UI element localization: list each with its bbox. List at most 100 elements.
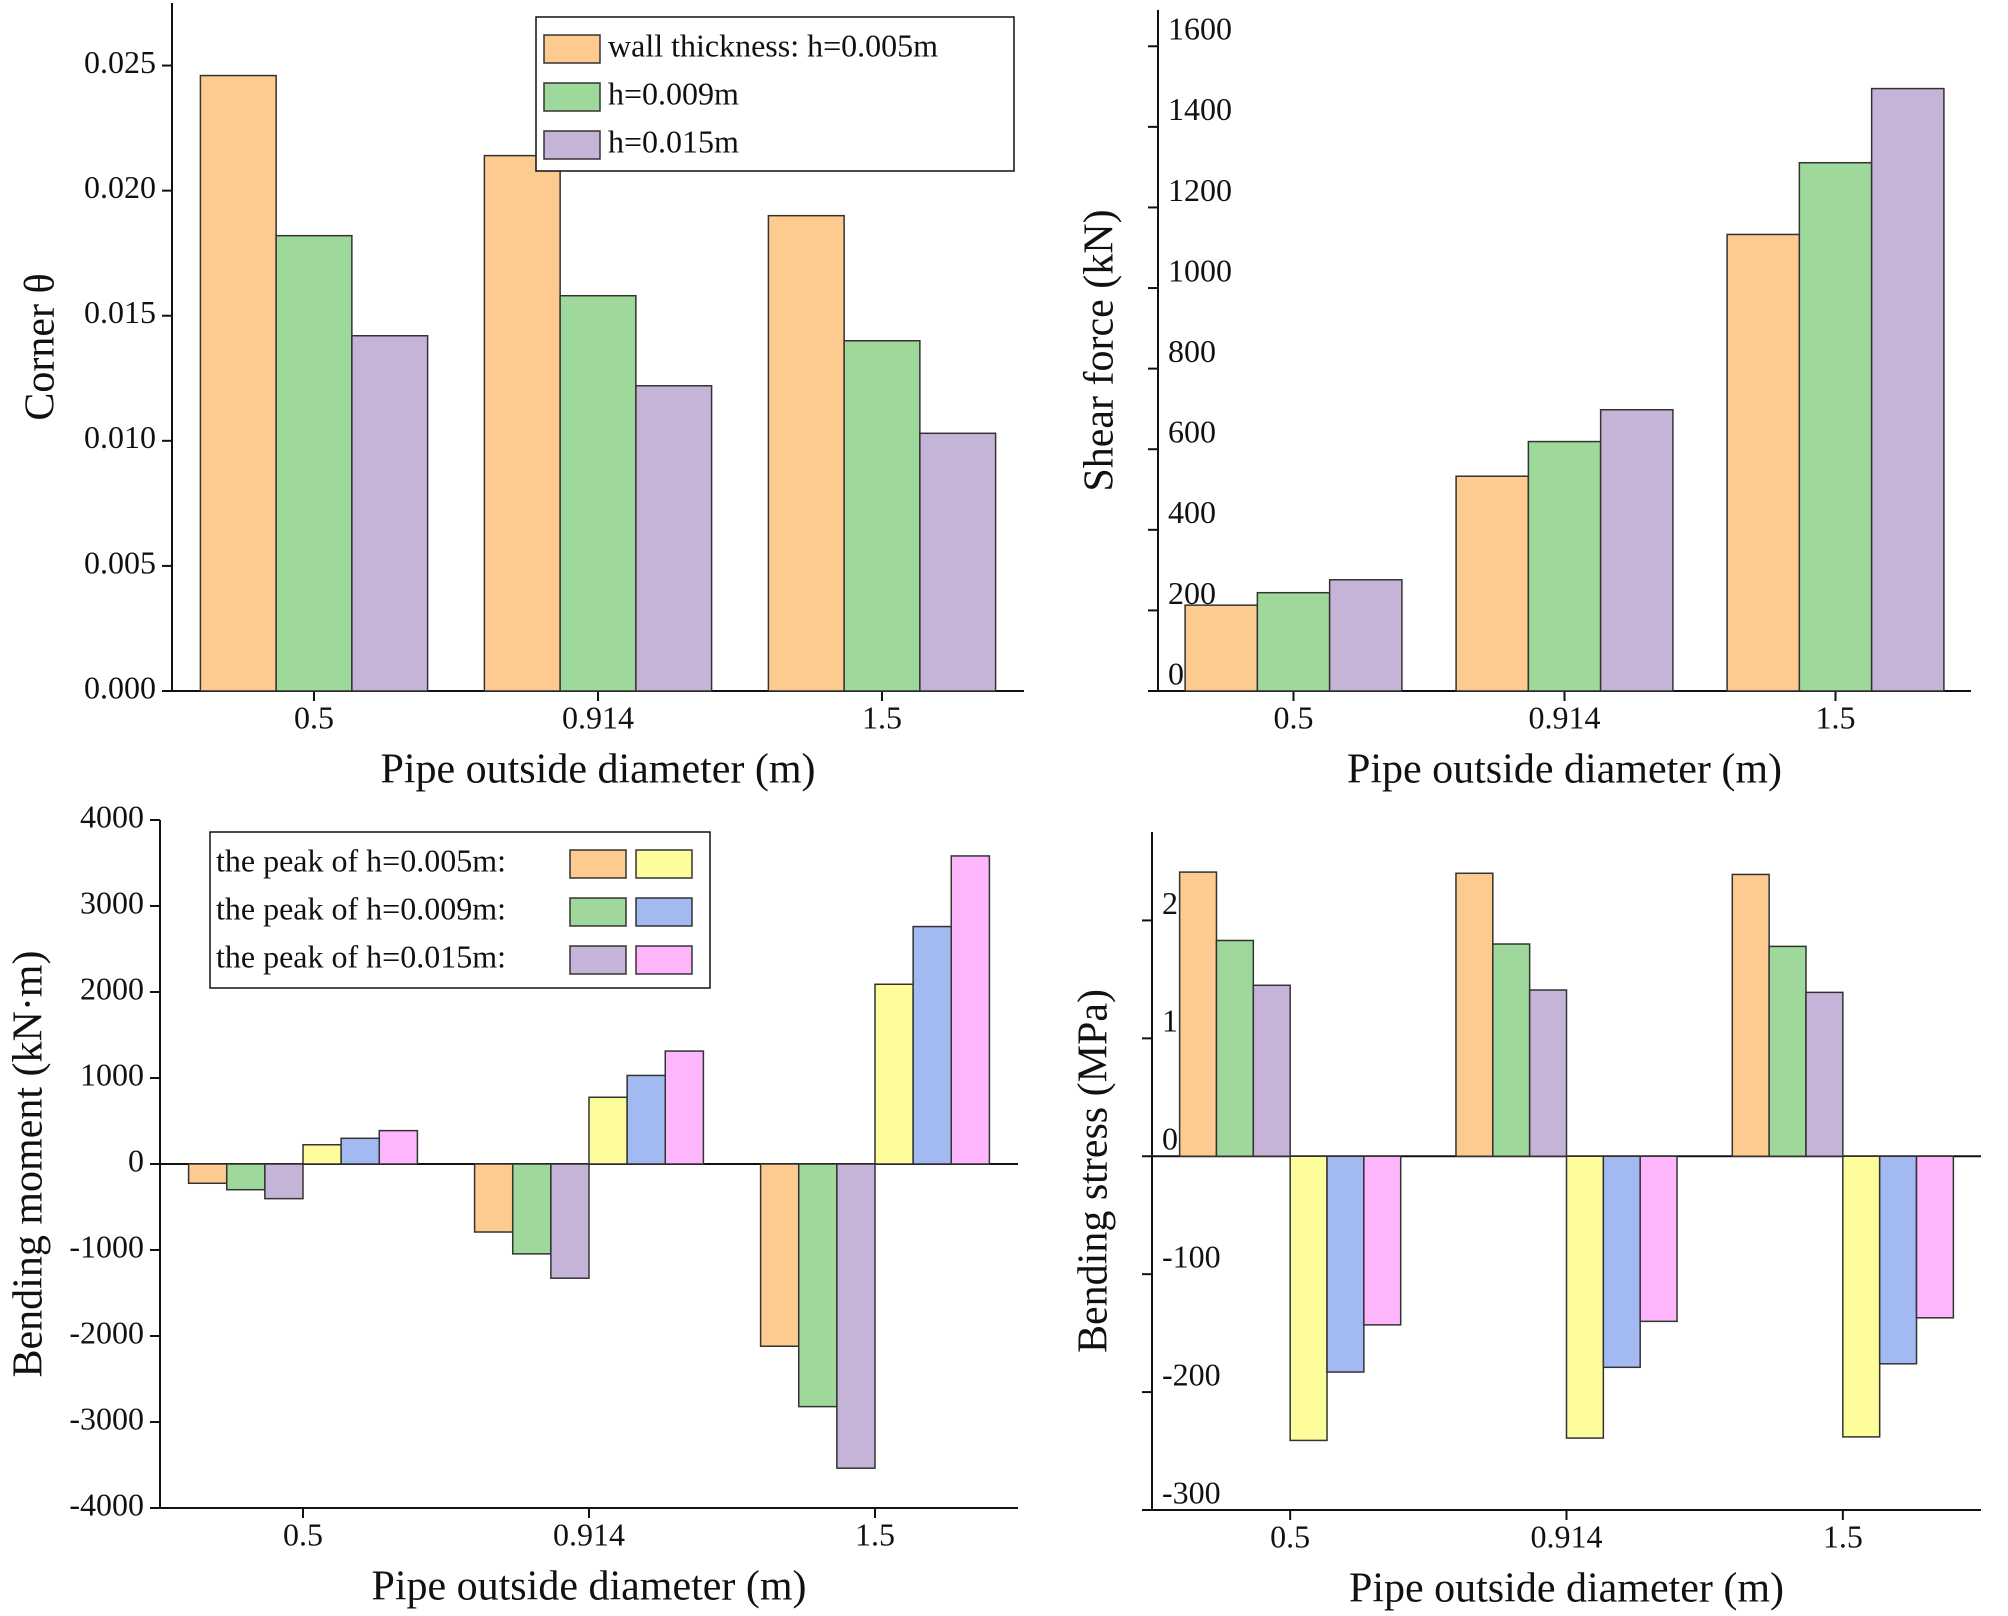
- x-tick-label: 0.5: [283, 1516, 323, 1552]
- x-tick-label: 0.5: [1270, 1518, 1310, 1554]
- y-tick-label: -4000: [69, 1486, 144, 1522]
- y-tick-label: -2000: [69, 1314, 144, 1350]
- legend-swatch: [635, 849, 693, 879]
- y-tick-label: -200: [1162, 1356, 1221, 1392]
- bar: [950, 855, 991, 1165]
- bar: [1528, 989, 1568, 1158]
- bar: [588, 1096, 628, 1165]
- bar: [1215, 939, 1255, 1158]
- y-tick-label: 1400: [1168, 91, 1232, 127]
- legend-swatch: [569, 945, 627, 975]
- bar: [836, 1163, 876, 1469]
- legend-label: wall thickness: h=0.005m: [608, 27, 938, 63]
- x-axis-title: Pipe outside diameter (m): [1349, 1566, 1784, 1612]
- bar: [1326, 1155, 1365, 1373]
- bar: [1639, 1155, 1678, 1323]
- y-tick-label: -1000: [69, 1228, 144, 1264]
- bar: [797, 1163, 838, 1408]
- y-tick-label: 800: [1168, 333, 1216, 369]
- legend-label: the peak of h=0.005m:: [216, 842, 506, 878]
- y-axis-title: Shear force (kN): [1077, 209, 1123, 491]
- bar: [664, 1050, 705, 1165]
- y-tick-label: -100: [1162, 1239, 1221, 1275]
- y-tick-label: 1200: [1168, 172, 1232, 208]
- bar: [199, 74, 277, 692]
- bar: [302, 1143, 342, 1165]
- legend-swatch: [543, 34, 601, 64]
- y-tick-label: 0: [128, 1142, 144, 1178]
- bar: [1726, 233, 1801, 692]
- bar: [1798, 161, 1873, 692]
- y-tick-label: 3000: [80, 884, 144, 920]
- legend-swatch: [569, 897, 627, 927]
- y-tick-label: 1000: [80, 1056, 144, 1092]
- bar: [767, 214, 845, 692]
- legend-label: the peak of h=0.015m:: [216, 938, 506, 974]
- legend-swatch: [635, 945, 693, 975]
- x-tick-label: 0.914: [1529, 699, 1601, 735]
- y-tick-label: 0: [1162, 1121, 1178, 1157]
- y-tick-label: 1000: [1168, 252, 1232, 288]
- bar: [1252, 984, 1291, 1158]
- bar: [1455, 872, 1494, 1158]
- bar: [225, 1163, 266, 1191]
- y-tick-label: -3000: [69, 1400, 144, 1436]
- bar: [187, 1163, 228, 1185]
- bar: [1805, 991, 1844, 1158]
- legend-swatch: [635, 897, 693, 927]
- bar: [912, 925, 953, 1165]
- y-tick-label: 0.015: [84, 294, 156, 330]
- bar: [264, 1163, 304, 1200]
- bar: [275, 234, 353, 692]
- y-tick-label: -300: [1162, 1474, 1221, 1510]
- x-tick-label: 1.5: [1816, 699, 1856, 735]
- legend-label: h=0.009m: [608, 75, 739, 111]
- bar: [843, 339, 921, 692]
- x-tick-label: 0.914: [562, 699, 634, 735]
- bar: [550, 1163, 590, 1279]
- bar: [1492, 943, 1531, 1158]
- y-axis-title: Bending moment (kN·m): [6, 951, 52, 1378]
- bar: [1178, 871, 1218, 1158]
- y-tick-label: 0.005: [84, 544, 156, 580]
- x-axis-title: Pipe outside diameter (m): [371, 1564, 806, 1610]
- y-tick-label: 0.010: [84, 419, 156, 455]
- y-tick-label: 400: [1168, 494, 1216, 530]
- bar: [1602, 1155, 1641, 1369]
- legend-swatch: [543, 82, 601, 112]
- legend-label: the peak of h=0.009m:: [216, 890, 506, 926]
- y-tick-label: 0.000: [84, 669, 156, 705]
- y-tick-label: 600: [1168, 414, 1216, 450]
- y-tick-label: 2000: [80, 970, 144, 1006]
- x-tick-label: 0.914: [553, 1516, 625, 1552]
- y-axis-title: Corner θ: [18, 273, 64, 420]
- bar: [1565, 1155, 1605, 1439]
- bar: [1527, 440, 1602, 692]
- bar: [1256, 591, 1331, 692]
- bar: [1915, 1155, 1955, 1319]
- x-tick-label: 1.5: [855, 1516, 895, 1552]
- bar: [511, 1163, 552, 1255]
- bar: [1842, 1155, 1881, 1438]
- x-tick-label: 0.5: [1274, 699, 1314, 735]
- bar: [1289, 1155, 1328, 1442]
- legend-swatch: [569, 849, 627, 879]
- bar: [626, 1074, 667, 1165]
- bar: [1768, 945, 1807, 1158]
- x-tick-label: 1.5: [1823, 1518, 1863, 1554]
- y-tick-label: 0.025: [84, 44, 156, 80]
- bar: [1455, 475, 1530, 692]
- bar: [1878, 1155, 1918, 1365]
- y-tick-label: 4000: [80, 798, 144, 834]
- y-axis-title: Bending stress (MPa): [1071, 989, 1117, 1353]
- bar: [340, 1137, 381, 1165]
- x-axis-title: Pipe outside diameter (m): [1347, 747, 1782, 793]
- bar: [1328, 579, 1403, 692]
- bar: [351, 334, 429, 692]
- legend-label: h=0.015m: [608, 123, 739, 159]
- x-tick-label: 0.5: [294, 699, 334, 735]
- bar: [1870, 87, 1945, 692]
- x-tick-label: 0.914: [1531, 1518, 1603, 1554]
- bar: [874, 983, 914, 1165]
